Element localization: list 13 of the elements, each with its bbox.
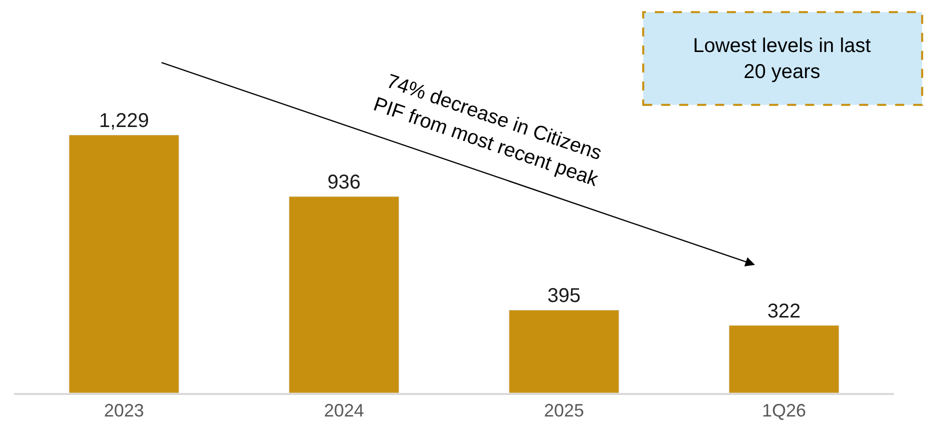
data-label: 395 [547, 285, 581, 308]
x-tick-label: 2025 [544, 400, 584, 420]
data-label: 936 [327, 171, 361, 194]
x-tick-label: 1Q26 [762, 400, 806, 420]
data-label: 322 [767, 300, 801, 322]
text: Lowest levels in last 20 years [693, 35, 872, 83]
x-tick-label: 2023 [104, 400, 144, 420]
data-label: 1,229 [98, 110, 150, 132]
bar [728, 325, 840, 393]
bar [508, 310, 620, 393]
x-tick-label: 2024 [324, 400, 364, 420]
bar [288, 196, 400, 393]
bar [68, 134, 180, 393]
